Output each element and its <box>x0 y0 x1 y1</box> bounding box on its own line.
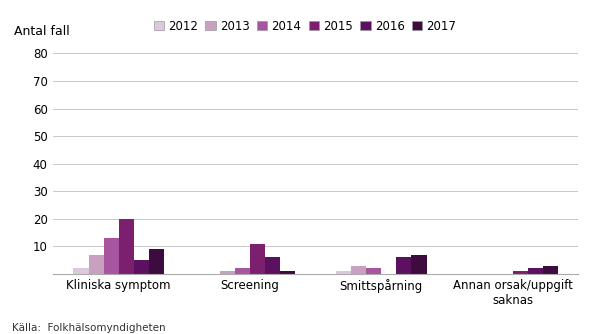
Bar <box>280 271 296 274</box>
Bar <box>235 268 250 274</box>
Bar <box>351 266 366 274</box>
Bar <box>527 268 543 274</box>
Legend: 2012, 2013, 2014, 2015, 2016, 2017: 2012, 2013, 2014, 2015, 2016, 2017 <box>153 20 457 33</box>
Bar <box>104 238 119 274</box>
Bar <box>220 271 235 274</box>
Bar <box>265 257 280 274</box>
Bar <box>149 249 164 274</box>
Bar <box>411 255 427 274</box>
Bar <box>513 271 527 274</box>
Bar <box>336 271 351 274</box>
Bar <box>134 260 149 274</box>
Bar <box>366 268 381 274</box>
Bar <box>396 257 411 274</box>
Bar <box>543 266 558 274</box>
Bar <box>88 255 104 274</box>
Text: Antal fall: Antal fall <box>14 25 70 38</box>
Bar <box>250 243 265 274</box>
Bar <box>119 219 134 274</box>
Text: Källa:  Folkhälsomyndigheten: Källa: Folkhälsomyndigheten <box>12 323 165 333</box>
Bar <box>73 268 88 274</box>
